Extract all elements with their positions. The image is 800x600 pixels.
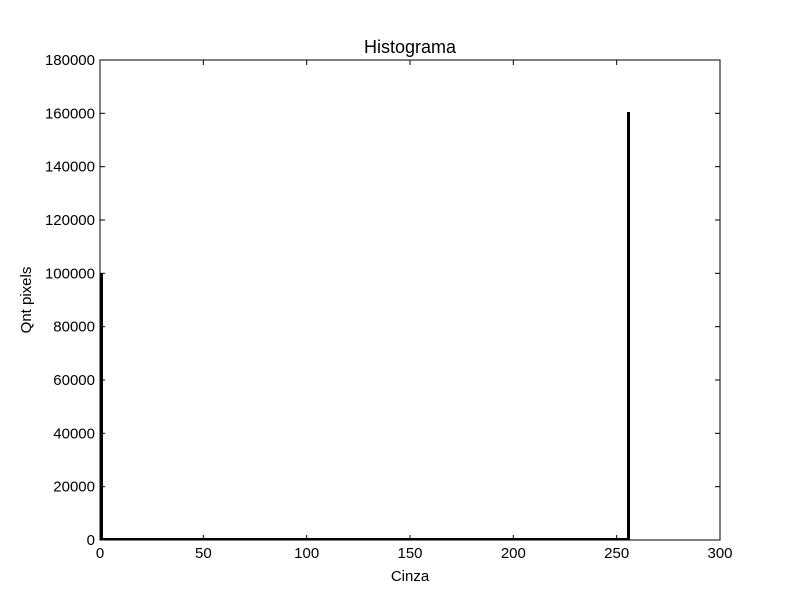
y-tick-label: 80000 xyxy=(53,319,95,336)
histogram-bar xyxy=(100,273,103,540)
x-tick-label: 250 xyxy=(604,545,629,562)
x-axis-label: Cinza xyxy=(391,568,430,585)
bars-group xyxy=(100,112,630,540)
plot-area xyxy=(100,60,720,540)
x-ticks-group: 0 50 100 150 200 250 300 xyxy=(96,60,733,562)
y-tick-label: 20000 xyxy=(53,479,95,496)
x-tick-label: 300 xyxy=(707,545,732,562)
y-tick-label: 180000 xyxy=(45,52,95,69)
y-tick-label: 160000 xyxy=(45,105,95,122)
y-tick-label: 40000 xyxy=(53,425,95,442)
y-ticks-group: 0 20000 40000 60000 80000 100000 120000 140000 1… xyxy=(45,52,720,549)
y-tick-label: 100000 xyxy=(45,265,95,282)
x-tick-label: 150 xyxy=(397,545,422,562)
x-tick-label: 100 xyxy=(294,545,319,562)
y-tick-label: 60000 xyxy=(53,372,95,389)
x-tick-label: 200 xyxy=(501,545,526,562)
y-tick-label: 140000 xyxy=(45,159,95,176)
chart-title: Histograma xyxy=(364,37,457,57)
y-tick-label: 120000 xyxy=(45,212,95,229)
histogram-bar xyxy=(627,112,630,540)
x-tick-label: 0 xyxy=(96,545,104,562)
plot-frame xyxy=(99,59,721,541)
y-tick-label: 0 xyxy=(87,532,95,549)
x-tick-label: 50 xyxy=(195,545,212,562)
y-axis-label: Qnt pixels xyxy=(18,267,35,334)
